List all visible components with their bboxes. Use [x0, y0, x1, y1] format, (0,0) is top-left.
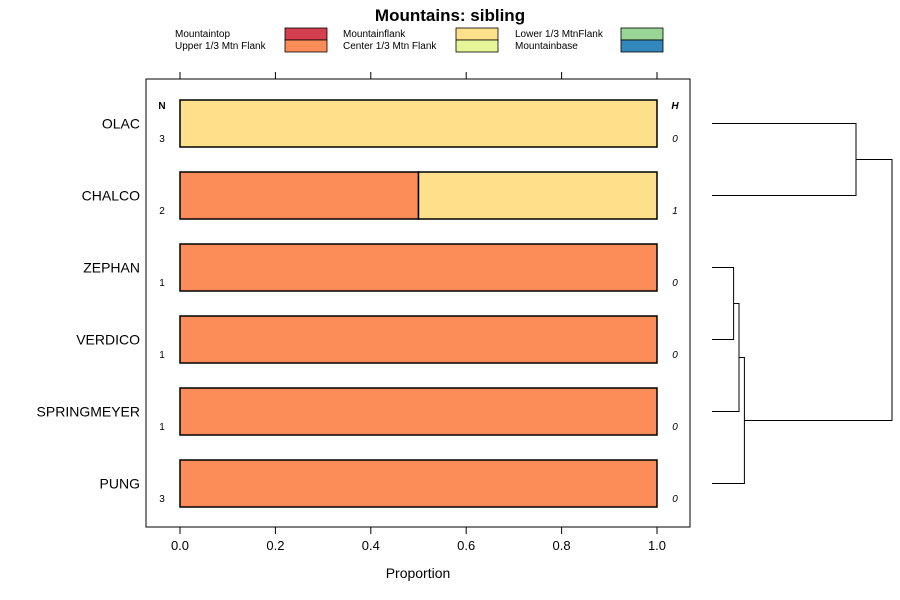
dendrogram-branch: [712, 123, 857, 196]
x-tick-label: 1.0: [648, 538, 666, 553]
n-value-olac: 3: [159, 134, 165, 145]
h-value-chalco: 1: [672, 206, 678, 217]
category-label-zephan: ZEPHAN: [83, 260, 140, 276]
bar-olac-mountainflank: [179, 99, 658, 148]
legend-label-center-1-3-mtn-flank: Center 1/3 Mtn Flank: [343, 41, 437, 52]
legend-label-lower-1-3-mtnflank: Lower 1/3 MtnFlank: [515, 29, 604, 40]
dendrogram-branch: [712, 357, 745, 484]
legend-label-mountaintop: Mountaintop: [175, 29, 230, 40]
chart-title: Mountains: sibling: [375, 6, 525, 25]
legend-swatch-mountaintop: [284, 27, 328, 41]
category-label-verdico: VERDICO: [76, 332, 140, 348]
legend-swatch-upper-1-3-mtn-flank: [284, 39, 328, 53]
x-axis-label: Proportion: [386, 565, 451, 581]
legend-label-mountainflank: Mountainflank: [343, 29, 406, 40]
h-value-zephan: 0: [672, 278, 678, 289]
n-value-zephan: 1: [159, 278, 165, 289]
category-label-chalco: CHALCO: [82, 188, 140, 204]
x-tick-label: 0.4: [362, 538, 380, 553]
h-value-springmeyer: 0: [672, 422, 678, 433]
legend-label-mountainbase: Mountainbase: [515, 41, 578, 52]
bars-group: OLAC 3 0 CHALCO 2 1 ZEPHAN 1 0 VERDICO 1 0 SPRINGMEY…: [37, 99, 678, 508]
n-column-header: N: [158, 101, 165, 112]
legend-swatch-lower-1-3-mtnflank: [620, 27, 664, 41]
dendrogram-branch: [712, 303, 740, 412]
plot-frame: [145, 78, 691, 528]
h-value-olac: 0: [672, 134, 678, 145]
h-value-pung: 0: [672, 494, 678, 505]
x-tick-label: 0.6: [457, 538, 475, 553]
bar-zephan-upper-1-3-mtn-flank: [179, 243, 658, 292]
x-tick-label: 0.0: [171, 538, 189, 553]
category-label-olac: OLAC: [102, 116, 140, 132]
legend-swatch-center-1-3-mtn-flank: [455, 39, 499, 53]
legend-swatch-mountainflank: [455, 27, 499, 41]
dendrogram: [712, 123, 893, 484]
n-value-verdico: 1: [159, 350, 165, 361]
bar-chalco-mountainflank: [417, 171, 658, 220]
n-value-springmeyer: 1: [159, 422, 165, 433]
bar-verdico-upper-1-3-mtn-flank: [179, 315, 658, 364]
x-axis: 0.0 0.2 0.4 0.6 0.8 1.0: [171, 72, 666, 553]
legend-swatch-mountainbase: [620, 39, 664, 53]
h-column-header: H: [671, 101, 679, 112]
dendrogram-branch: [712, 267, 735, 340]
category-label-pung: PUNG: [100, 476, 140, 492]
dendrogram-branch: [744, 159, 893, 421]
bar-chalco-upper-1-3-mtn-flank: [179, 171, 420, 220]
h-value-verdico: 0: [672, 350, 678, 361]
bar-springmeyer-upper-1-3-mtn-flank: [179, 387, 658, 436]
bar-pung-upper-1-3-mtn-flank: [179, 459, 658, 508]
n-value-pung: 3: [159, 494, 165, 505]
legend-label-upper-1-3-mtn-flank: Upper 1/3 Mtn Flank: [175, 41, 267, 52]
x-tick-label: 0.8: [553, 538, 571, 553]
n-value-chalco: 2: [159, 206, 165, 217]
x-tick-label: 0.2: [266, 538, 284, 553]
category-label-springmeyer: SPRINGMEYER: [37, 404, 140, 420]
